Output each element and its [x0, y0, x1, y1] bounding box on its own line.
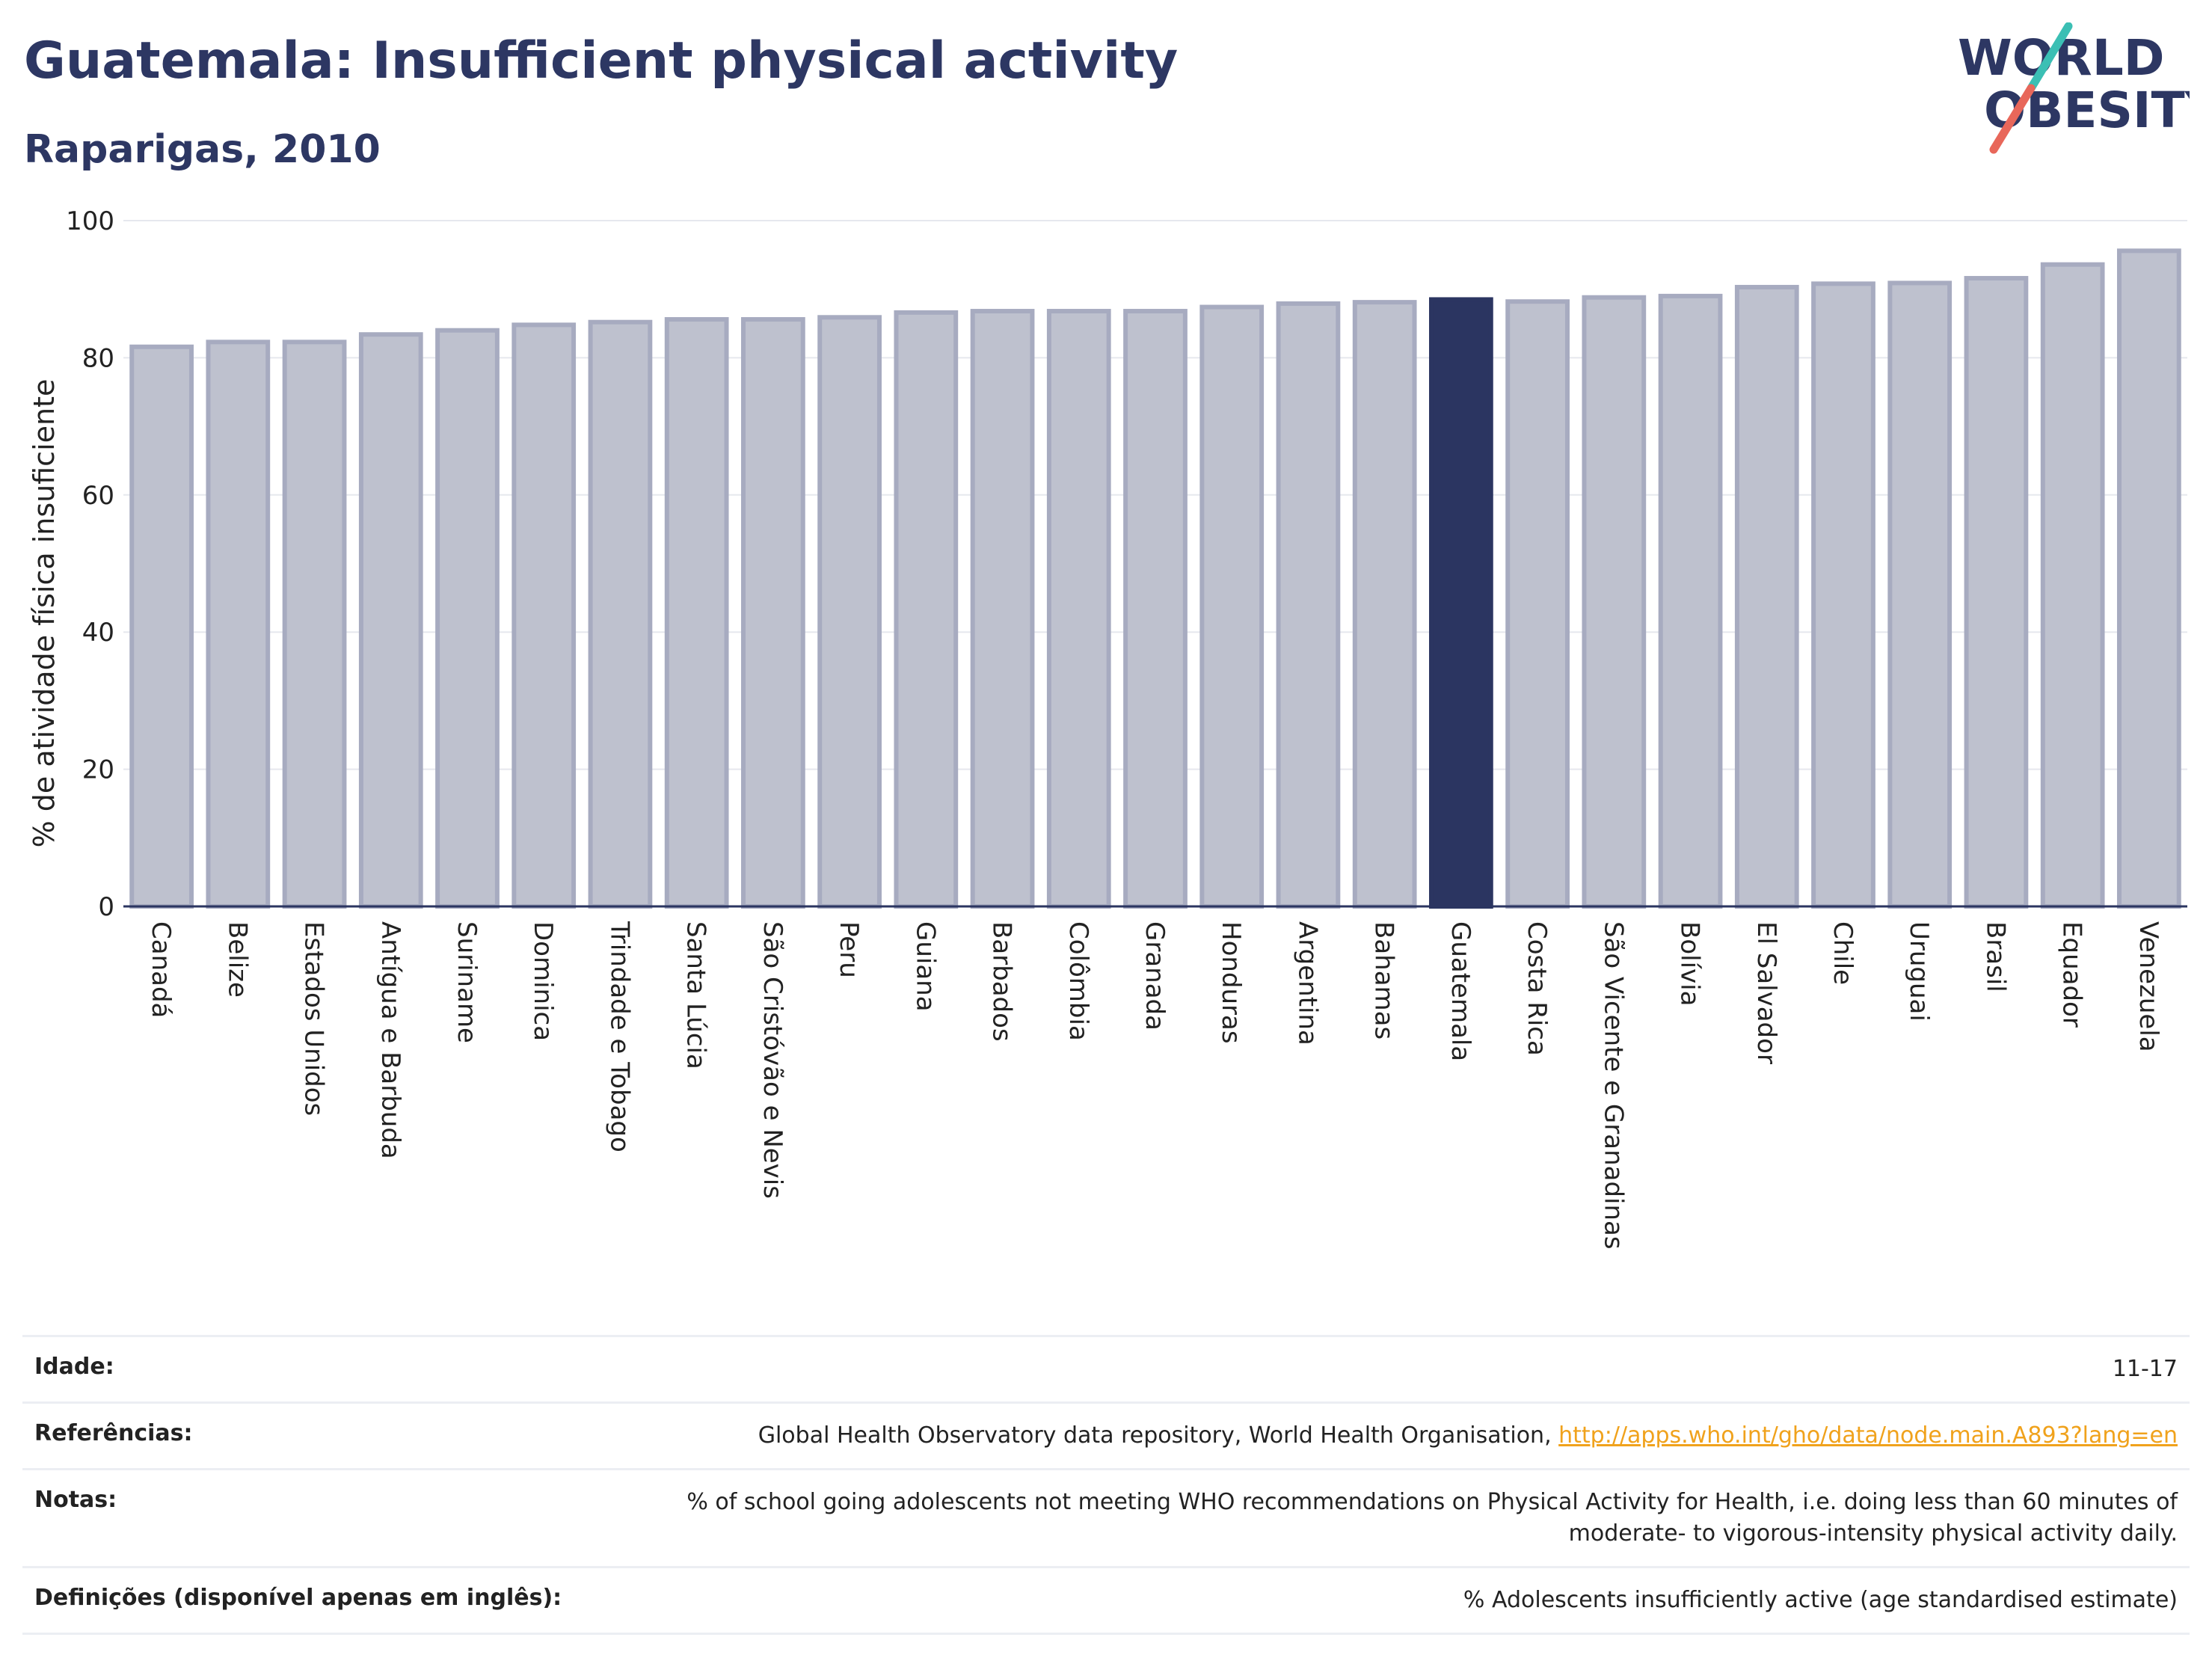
bar [741, 317, 805, 909]
references-value: Global Health Observatory data repositor… [758, 1420, 2178, 1452]
x-tick-label: Granada [1140, 921, 1170, 1031]
x-tick-label: Equador [2057, 921, 2087, 1028]
bar [664, 317, 729, 909]
y-tick-label: 40 [82, 618, 114, 648]
bar [206, 340, 271, 909]
x-tick-label: Canadá [146, 921, 176, 1018]
bar [1658, 293, 1723, 909]
bar-highlight [1429, 297, 1493, 909]
bar [129, 344, 194, 909]
bar [970, 309, 1035, 909]
x-tick-label: Belize [222, 921, 252, 998]
y-tick-label: 60 [82, 481, 114, 511]
bar [588, 319, 653, 909]
bar [511, 322, 577, 909]
x-tick-label: Guatemala [1446, 921, 1475, 1061]
x-tick-label: Dominica [528, 921, 558, 1041]
bar [2117, 248, 2181, 909]
bar [1582, 295, 1647, 909]
bar [1123, 309, 1188, 909]
bar [358, 332, 423, 909]
bar [282, 340, 347, 909]
x-tick-label: Trindade e Tobago [604, 921, 634, 1152]
references-text: Global Health Observatory data repositor… [758, 1422, 1559, 1449]
info-row-age: Idade: 11-17 [22, 1335, 2190, 1401]
definitions-label: Definições (disponível apenas em inglês)… [34, 1585, 562, 1611]
bar [435, 328, 500, 909]
bar [894, 310, 959, 909]
info-row-definitions: Definições (disponível apenas em inglês)… [22, 1566, 2190, 1635]
references-link[interactable]: http://apps.who.int/gho/data/node.main.A… [1558, 1422, 2178, 1449]
y-tick-label: 20 [82, 755, 114, 785]
bar [1964, 276, 2029, 909]
x-tick-label: Santa Lúcia [681, 921, 711, 1069]
x-tick-label: Chile [1828, 921, 1858, 985]
chart-subtitle: Raparigas, 2010 [24, 127, 381, 172]
age-value: 11-17 [2112, 1356, 2178, 1382]
logo-slash-teal [2027, 22, 2073, 93]
x-tick-label: El Salvador [1751, 921, 1781, 1064]
x-tick-label: São Vicente e Granadinas [1598, 921, 1628, 1250]
logo-slash-red [1989, 84, 2036, 154]
x-tick-label: Peru [834, 921, 864, 978]
info-table: Idade: 11-17 Referências: Global Health … [22, 1335, 2190, 1635]
bar-chart: % de atividade física insuficiente 0 20 40… [28, 206, 2187, 1250]
x-tick-label: Bolívia [1675, 921, 1705, 1006]
x-tick-label: Guiana [910, 921, 940, 1012]
bar [1505, 299, 1570, 909]
bar [1811, 281, 1875, 909]
x-tick-label: Venezuela [2133, 921, 2163, 1052]
bar [1199, 304, 1265, 909]
x-tick-label: Uruguai [1904, 921, 1934, 1022]
world-obesity-logo: WORLD OBESITY [1958, 22, 2190, 154]
age-label: Idade: [34, 1354, 114, 1380]
notes-value: % of school going adolescents not meetin… [686, 1489, 2178, 1547]
definitions-value: % Adolescents insufficiently active (age… [1463, 1587, 2178, 1613]
y-tick-labels: 0 20 40 60 80 100 [66, 206, 114, 922]
y-tick-label: 0 [98, 892, 114, 922]
bars [129, 248, 2181, 909]
x-tick-label: Colômbia [1063, 921, 1093, 1041]
bar [1046, 309, 1111, 909]
bar [2040, 262, 2105, 909]
y-tick-label: 80 [82, 343, 114, 373]
info-row-references: Referências: Global Health Observatory d… [22, 1401, 2190, 1468]
bar [817, 315, 882, 909]
x-tick-label: Estados Unidos [299, 921, 329, 1116]
chart-title: Guatemala: Insufficient physical activit… [24, 31, 1179, 90]
info-row-notes: Notas: % of school going adolescents not… [22, 1468, 2190, 1566]
x-tick-label: Brasil [1980, 921, 2010, 992]
x-tick-label: São Cristóvão e Nevis [758, 921, 787, 1199]
references-label: Referências: [34, 1420, 193, 1446]
bar [1352, 300, 1417, 909]
x-tick-label: Barbados [987, 921, 1017, 1042]
x-tick-label: Honduras [1216, 921, 1246, 1044]
notes-label: Notas: [34, 1487, 117, 1513]
x-tick-label: Bahamas [1369, 921, 1399, 1040]
bar [1734, 284, 1799, 909]
bar [1276, 301, 1341, 909]
x-tick-label: Argentina [1292, 921, 1322, 1045]
bar [1887, 280, 1953, 909]
y-tick-label: 100 [66, 206, 114, 236]
x-tick-label: Antígua e Barbuda [375, 921, 405, 1159]
x-tick-label: Costa Rica [1522, 921, 1552, 1056]
x-tick-label: Suriname [452, 921, 482, 1043]
y-axis-label: % de atividade física insuficiente [28, 379, 61, 848]
x-tick-labels: Canadá Belize Estados Unidos Antígua e Barb… [146, 921, 2163, 1250]
